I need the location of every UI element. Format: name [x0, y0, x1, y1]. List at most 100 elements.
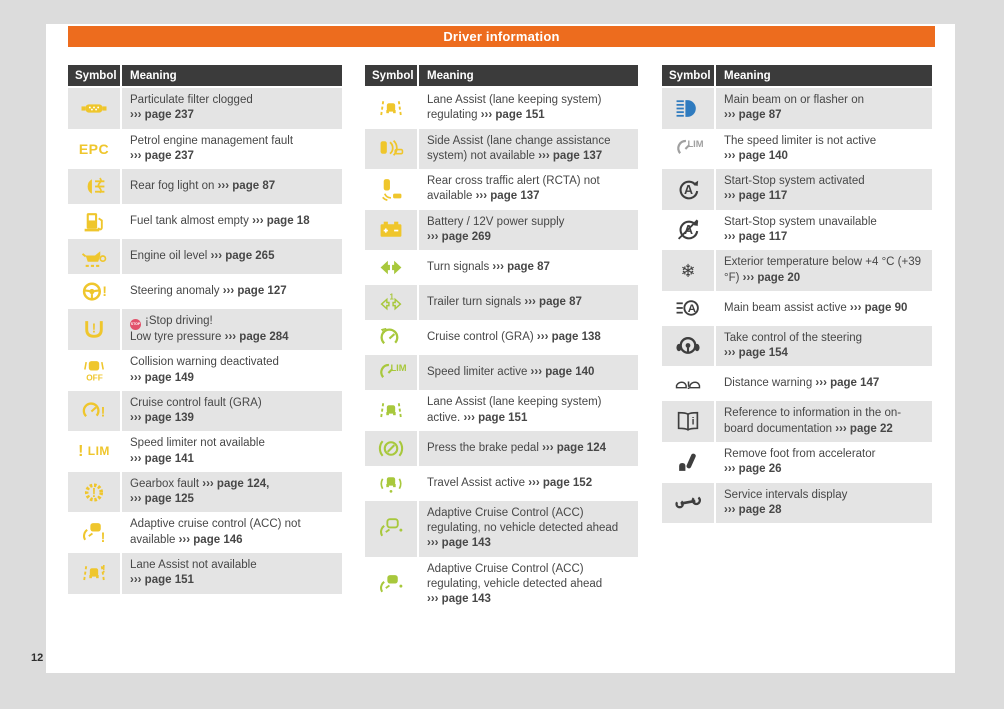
meaning-cell: Lane Assist (lane keeping system) regula…: [419, 88, 638, 129]
page-reference: ››› page 87: [724, 109, 782, 122]
page-reference: ››› page 26: [724, 463, 782, 476]
meaning-cell: Adaptive Cruise Control (ACC) regulating…: [419, 500, 638, 557]
page-reference: ››› page 124: [542, 441, 606, 454]
meaning-text: Distance warning: [724, 377, 816, 390]
table-row: Cruise control (GRA) ››› page 138: [365, 320, 638, 356]
meaning-cell: Service intervals display ››› page 28: [716, 482, 932, 524]
page-reference: ››› page 269: [427, 230, 491, 243]
table-row: ❄ Exterior temperature below +4 °C (+39 °…: [662, 250, 932, 291]
meaning-line: Lane Assist (lane keeping system) active…: [427, 395, 630, 426]
table-row: ! LIM Speed limiter not available ››› page…: [68, 431, 342, 472]
meaning-line: ››› page 87: [724, 108, 924, 123]
meaning-text: Take control of the steering: [724, 331, 863, 344]
page-reference: ››› page 140: [530, 366, 595, 379]
table-row: i Reference to information in the on-boar…: [662, 401, 932, 442]
svg-text:A: A: [688, 303, 696, 315]
symbol-cell: !: [68, 471, 122, 513]
symbol-cell: [365, 500, 419, 557]
table-row: Engine oil level ››› page 265: [68, 239, 342, 275]
meaning-cell: Collision warning deactivated ››› page 14…: [122, 350, 342, 391]
main-beam-icon: [673, 96, 703, 121]
meaning-text: Steering anomaly: [130, 284, 223, 297]
symbol-table-2: Symbol Meaning Lane Assist (lane keeping s…: [365, 65, 638, 613]
page-reference: ››› page 124,: [202, 477, 270, 490]
page-reference: ››› page 117: [724, 190, 788, 203]
meaning-text: Collision warning deactivated: [130, 356, 279, 369]
svg-text:!: !: [102, 563, 106, 575]
svg-text:LIM: LIM: [687, 139, 703, 149]
page-reference: ››› page 87: [217, 179, 276, 192]
symbol-cell: EPC: [68, 128, 122, 170]
symbol-cell: !: [68, 309, 122, 351]
meaning-line: ››› page 149: [130, 371, 334, 386]
meaning-cell: Distance warning ››› page 147: [716, 366, 932, 402]
page-reference: ››› page 87: [524, 296, 582, 309]
meaning-text: Engine oil level: [130, 249, 211, 262]
symbol-cell: ❄: [662, 250, 716, 291]
meaning-cell: Remove foot from accelerator ››› page 26: [716, 441, 932, 483]
meaning-line: Reference to information in the on-board…: [724, 406, 924, 437]
service-intervals-icon: [673, 490, 703, 515]
svg-text:i: i: [692, 417, 695, 428]
page-reference: ››› page 151: [480, 109, 545, 122]
meaning-cell: Main beam on or flasher on ››› page 87: [716, 88, 932, 129]
page-reference: ››› page 137: [538, 149, 603, 162]
remove-foot-icon: [673, 450, 703, 475]
particulate-filter-icon: [79, 96, 109, 121]
engine-oil-icon: [79, 244, 109, 269]
svg-text:!: !: [92, 486, 96, 500]
symbol-cell: !: [662, 366, 716, 402]
meaning-cell: Gearbox fault ››› page 124, ››› page 125: [122, 471, 342, 513]
table-header-row: Symbol Meaning: [662, 65, 932, 86]
meaning-line: ››› page 26: [724, 462, 924, 477]
symbol-cell: [365, 465, 419, 501]
symbol-cell: !: [68, 390, 122, 432]
table-row: EPC Petrol engine management fault ››› pag…: [68, 128, 342, 170]
steering-takeover-icon: [673, 334, 703, 359]
table-row: Lane Assist (lane keeping system) regula…: [365, 88, 638, 129]
meaning-line: Travel Assist active ››› page 152: [427, 476, 630, 491]
meaning-cell: Press the brake pedal ››› page 124: [419, 430, 638, 466]
table-row: LIM The speed limiter is not active ››› pa…: [662, 128, 932, 170]
speed-limiter-active-icon: LIM: [376, 360, 406, 385]
meaning-line: ››› page 143: [427, 536, 630, 551]
table-row: A Main beam assist active ››› page 90: [662, 290, 932, 326]
meaning-line: Battery / 12V power supply: [427, 215, 630, 230]
meaning-text: Cruise control fault (GRA): [130, 396, 262, 409]
meaning-text: Particulate filter clogged: [130, 94, 253, 106]
meaning-cell: Adaptive Cruise Control (ACC) regulating…: [419, 556, 638, 613]
meaning-text: Adaptive Cruise Control (ACC) regulating…: [427, 562, 603, 590]
page-number: 12: [31, 652, 44, 664]
table-row: ! Adaptive cruise control (ACC) not avail…: [68, 512, 342, 554]
meaning-line: Turn signals ››› page 87: [427, 260, 630, 275]
table-row: ! Steering anomaly ››› page 127: [68, 274, 342, 310]
meaning-text: ¡Stop driving!: [145, 315, 213, 328]
meaning-line: ››› page 140: [724, 149, 924, 164]
table-row: LIM Speed limiter active ››› page 140: [365, 355, 638, 391]
symbol-cell: [662, 325, 716, 367]
meaning-cell: Particulate filter clogged ››› page 237: [122, 88, 342, 129]
page-reference: ››› page 143: [427, 593, 491, 606]
meaning-text: Travel Assist active: [427, 476, 529, 489]
table-row: Travel Assist active ››› page 152: [365, 465, 638, 501]
meaning-cell: Turn signals ››› page 87: [419, 250, 638, 286]
page-reference: ››› page 117: [724, 230, 788, 243]
meaning-text: Side Assist (lane change assistance syst…: [427, 134, 611, 162]
svg-text:1: 1: [389, 293, 394, 302]
page-reference: ››› page 237: [130, 109, 194, 122]
battery-icon: [376, 217, 406, 242]
meaning-line: Lane Assist (lane keeping system) regula…: [427, 93, 630, 124]
meaning-line: Low tyre pressure ››› page 284: [130, 330, 334, 345]
table-row: Battery / 12V power supply ››› page 269: [365, 209, 638, 251]
page-reference: ››› page 149: [130, 371, 194, 384]
meaning-line: Fuel tank almost empty ››› page 18: [130, 214, 334, 229]
symbol-table-1: Symbol Meaning Particulate filter clogged ›…: [68, 65, 342, 594]
page-reference: ››› page 138: [536, 331, 601, 344]
meaning-line: Start-Stop system activated: [724, 174, 924, 189]
meaning-cell: Exterior temperature below +4 °C (+39 °F…: [716, 250, 932, 291]
svg-text:!: !: [92, 322, 96, 336]
meaning-cell: Rear fog light on ››› page 87: [122, 169, 342, 205]
page-title: Driver information: [443, 29, 560, 44]
symbol-cell: [365, 88, 419, 129]
meaning-cell: Side Assist (lane change assistance syst…: [419, 128, 638, 170]
